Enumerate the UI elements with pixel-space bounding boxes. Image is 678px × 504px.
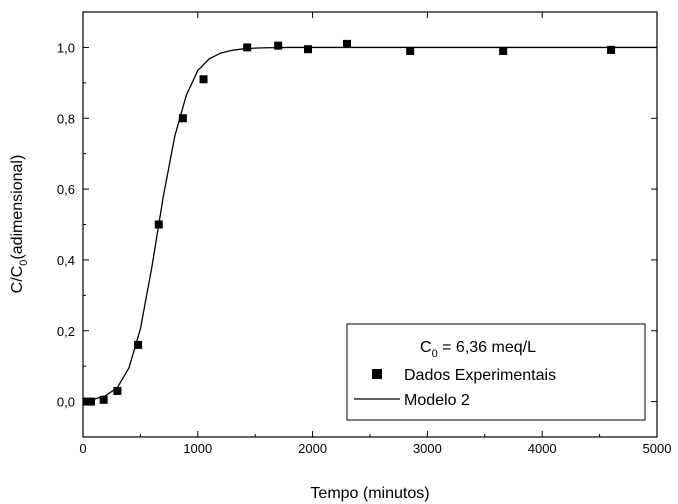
legend-box (346, 323, 646, 421)
y-tick-label: 0,8 (57, 111, 75, 126)
data-point (99, 395, 108, 404)
x-tick-label: 3000 (413, 441, 442, 456)
legend-title-main: C (420, 339, 432, 356)
data-point (82, 397, 91, 406)
legend: C0 = 6,36 meq/L Dados Experimentais Mode… (346, 323, 646, 421)
y-axis-label-subscript: 0 (18, 260, 30, 266)
model-curve (82, 46, 657, 402)
data-point (274, 41, 283, 50)
tick-marks (82, 11, 658, 438)
x-tick-label: 0 (79, 441, 86, 456)
data-point (178, 114, 187, 123)
x-tick-label: 4000 (528, 441, 557, 456)
y-tick-label: 0,0 (57, 395, 75, 410)
legend-marker-square (372, 369, 382, 379)
data-point (243, 43, 252, 52)
x-tick-label: 2000 (298, 441, 327, 456)
legend-title: C0 = 6,36 meq/L (420, 339, 536, 360)
y-tick-label: 0,4 (57, 253, 75, 268)
x-tick-label: 5000 (643, 441, 672, 456)
y-axis-label-main: C/C (9, 266, 26, 294)
legend-label-dados: Dados Experimentais (404, 367, 556, 384)
y-tick-label: 0,6 (57, 182, 75, 197)
y-tick-label: 1,0 (57, 40, 75, 55)
y-tick-label: 0,2 (57, 324, 75, 339)
legend-label-modelo: Modelo 2 (404, 392, 470, 409)
data-point (406, 46, 415, 55)
x-axis-label: Tempo (minutos) (310, 485, 429, 502)
tick-labels: 0 1000 2000 3000 4000 5000 0,0 0,2 0,4 0,6 0,8 1,0 (57, 40, 672, 456)
data-point (607, 45, 616, 54)
series-layer (82, 39, 657, 406)
data-point (113, 386, 122, 395)
x-tick-label: 1000 (183, 441, 212, 456)
legend-title-rest: = 6,36 meq/L (438, 339, 536, 356)
y-axis-label-rest: (adimensional) (9, 155, 26, 260)
data-point (87, 397, 96, 406)
y-axis-label: C/C0(adimensional) (9, 155, 30, 294)
legend-title-subscript: 0 (432, 348, 438, 360)
data-point (304, 45, 313, 54)
data-point (343, 39, 352, 48)
data-point (134, 340, 143, 349)
data-point (154, 220, 163, 229)
data-point (499, 46, 508, 55)
data-point (199, 75, 208, 84)
